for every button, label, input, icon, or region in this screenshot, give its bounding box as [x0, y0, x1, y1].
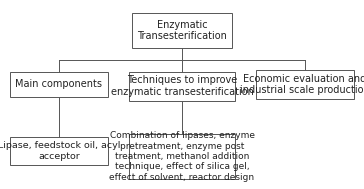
Text: Economic evaluation and
industrial scale production: Economic evaluation and industrial scale… [240, 74, 364, 95]
FancyBboxPatch shape [10, 137, 108, 165]
FancyBboxPatch shape [132, 13, 232, 48]
FancyBboxPatch shape [10, 72, 108, 97]
Text: Main components: Main components [15, 79, 102, 89]
Text: Techniques to improve
enzymatic transesterification: Techniques to improve enzymatic transest… [111, 75, 253, 97]
Text: Enzymatic
Transesterification: Enzymatic Transesterification [137, 20, 227, 41]
Text: Combination of lipases, enzyme
pretreatment, enzyme post
treatment, methanol add: Combination of lipases, enzyme pretreatm… [110, 131, 254, 182]
Text: Lipase, feedstock oil, acyl
acceptor: Lipase, feedstock oil, acyl acceptor [0, 141, 120, 161]
FancyBboxPatch shape [129, 134, 235, 179]
FancyBboxPatch shape [256, 70, 354, 99]
FancyBboxPatch shape [129, 72, 235, 101]
